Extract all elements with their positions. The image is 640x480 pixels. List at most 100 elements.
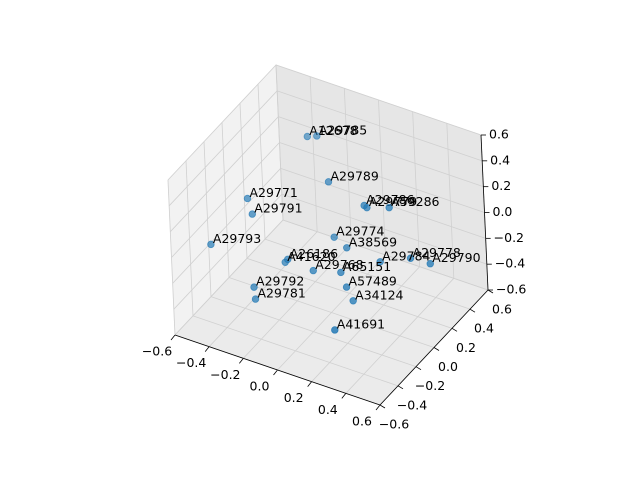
point (281, 258, 289, 266)
point-label: A29793 (213, 231, 261, 246)
tick-mark (379, 404, 386, 409)
z-axis-line (480, 134, 489, 291)
tick-mark (433, 347, 440, 351)
tick-mark (469, 308, 476, 313)
grid-line (174, 219, 284, 336)
point-label: A41691 (337, 316, 385, 331)
point (324, 178, 333, 186)
point (426, 260, 434, 268)
point (331, 326, 339, 334)
grid-line (170, 116, 279, 232)
x-tick-label: 0.4 (318, 402, 338, 417)
y-tick-label: −0.2 (415, 378, 445, 393)
tick-mark (397, 385, 404, 390)
point (385, 203, 393, 212)
grid-line (173, 193, 283, 310)
y-tick-label: 0.6 (492, 302, 512, 317)
z-tick-label: 0.2 (491, 178, 511, 193)
z-tick-label: 0.0 (493, 204, 513, 219)
point-label: A29792 (256, 274, 304, 289)
point (303, 132, 311, 141)
point-label: A12678 (309, 123, 357, 138)
grid-line (281, 193, 487, 265)
z-tick-label: 0.6 (489, 127, 509, 142)
point-label: A29774 (336, 224, 384, 239)
point-label: A29790 (432, 250, 480, 265)
point-label: A38569 (349, 234, 397, 249)
point (330, 233, 338, 241)
grid-line (264, 238, 471, 310)
x-tick-label: −0.2 (210, 367, 240, 382)
point (349, 297, 357, 305)
tick-mark (341, 393, 347, 399)
y-tick-label: 0.0 (438, 359, 458, 374)
y-tick-label: 0.4 (474, 321, 494, 336)
point (376, 258, 384, 266)
tick-mark (273, 369, 278, 376)
y-axis-line (379, 289, 489, 406)
point (250, 283, 258, 291)
grid-line (246, 257, 453, 329)
z-tick-label: −0.6 (496, 282, 526, 297)
grid-line (279, 142, 485, 213)
x-axis-line (174, 334, 381, 406)
point-label: A29781 (258, 286, 306, 301)
z-tick-label: −0.4 (495, 256, 525, 271)
tick-mark (239, 358, 244, 364)
z-tick-label: −0.2 (494, 230, 524, 245)
point-label: A29768 (315, 257, 363, 272)
point-label: A29791 (254, 201, 302, 216)
point-label: A29778 (413, 245, 461, 260)
y-tick-label: −0.6 (379, 417, 409, 432)
grid-line (278, 116, 484, 188)
point-label: A29784 (382, 248, 430, 263)
grid-line (171, 142, 280, 258)
point-label: A26186 (290, 246, 338, 261)
point-label: A59286 (391, 194, 439, 209)
grid-line (277, 90, 483, 162)
x-tick-label: −0.4 (176, 355, 206, 370)
point (406, 254, 415, 262)
tick-mark (170, 334, 176, 341)
grid-line (168, 90, 278, 207)
tick-mark (204, 346, 210, 352)
point (207, 240, 215, 249)
grid-line (280, 167, 486, 239)
x-tick-label: 0.6 (352, 414, 372, 429)
grid-line (192, 315, 399, 387)
point-label: A34124 (355, 287, 403, 302)
point (342, 283, 351, 291)
x-tick-label: −0.6 (142, 344, 172, 359)
point-label: A29779 (369, 194, 417, 209)
grid-line (167, 64, 277, 181)
point (337, 268, 345, 277)
point (363, 203, 371, 212)
point-label: A29789 (331, 168, 379, 183)
point-label: A29786 (366, 192, 414, 207)
y-tick-label: 0.2 (456, 340, 476, 355)
x-tick-label: 0.2 (284, 390, 304, 405)
point-label: A65151 (343, 259, 391, 274)
grid-line (275, 64, 482, 136)
point (248, 210, 256, 218)
tick-mark (415, 366, 422, 371)
x-tick-label: 0.0 (250, 379, 270, 394)
point (313, 132, 321, 140)
point (309, 266, 317, 275)
y-tick-label: −0.4 (397, 397, 427, 412)
tick-mark (451, 327, 458, 332)
tick-mark (375, 404, 381, 411)
grid-line (282, 219, 489, 291)
point-label: A29771 (249, 185, 297, 200)
grid-line (210, 296, 417, 368)
z-tick-label: 0.4 (490, 152, 510, 167)
point-label: A57489 (349, 274, 397, 289)
point (243, 194, 252, 203)
grid-line (172, 168, 281, 284)
point-label: A29785 (319, 122, 367, 137)
point-label: A41620 (287, 249, 335, 264)
point (251, 295, 260, 303)
tick-mark (487, 289, 494, 294)
grid-line (228, 277, 435, 348)
